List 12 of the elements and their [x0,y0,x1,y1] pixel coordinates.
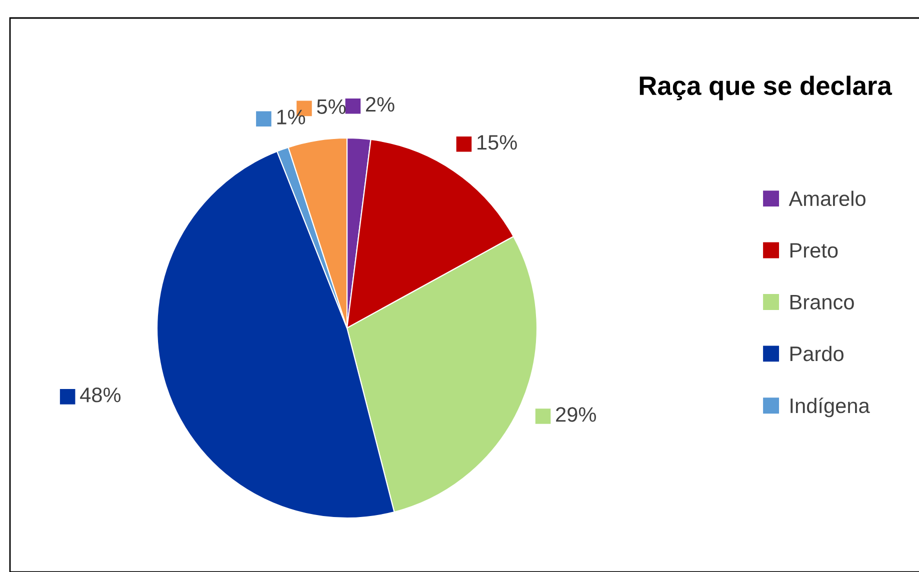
data-label: 5% [317,99,346,114]
data-label: 48% [80,388,121,402]
legend-label: Branco [790,294,854,310]
legend-label: Preto [790,243,838,258]
data-label: 2% [366,96,394,112]
legend-label: Pardo [790,346,844,362]
data-label: 29% [556,407,596,422]
chart-title: Raça que se declara [640,76,892,100]
legend-label: Amarelo [788,190,866,206]
data-label: 1% [277,110,306,124]
data-label: 15% [478,135,517,150]
legend-label: Indígena [790,398,870,418]
